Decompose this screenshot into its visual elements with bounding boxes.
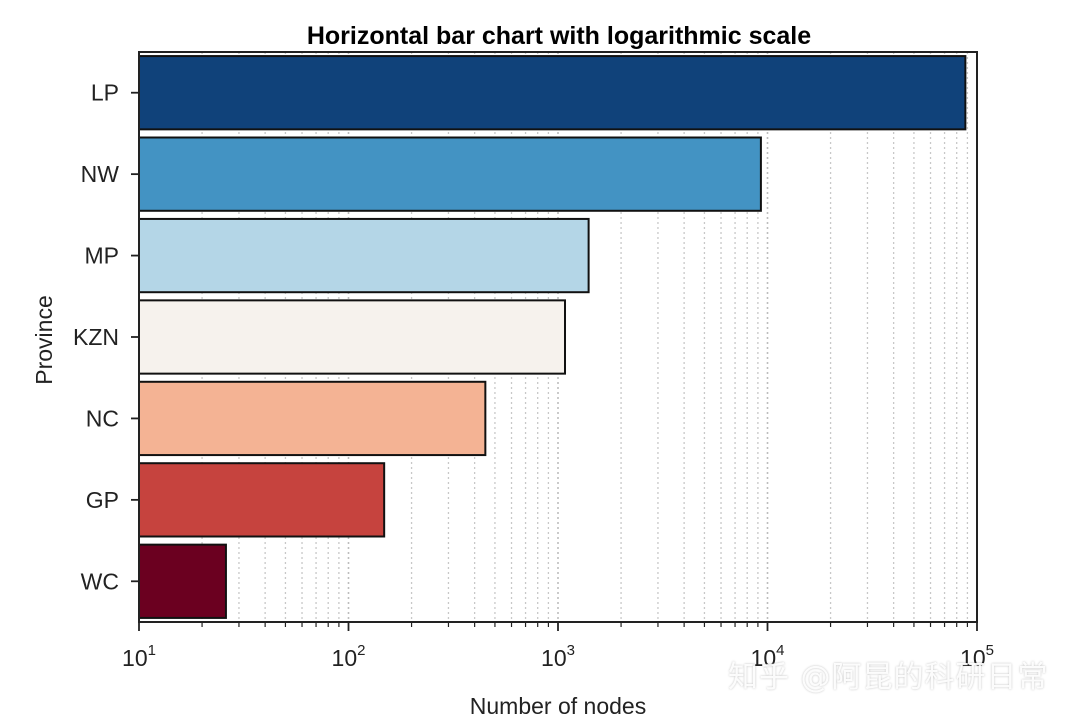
y-axis: LP NW MP KZN NC GP WC (73, 80, 139, 594)
x-tick-label: 102 (332, 642, 366, 671)
bar-nc (138, 380, 487, 457)
y-axis-label: Province (31, 295, 57, 384)
bar-kzn (138, 299, 567, 375)
y-tick-label-nw: NW (81, 161, 120, 187)
bar-wc (138, 543, 227, 619)
x-tick-label: 104 (751, 642, 785, 671)
x-axis: 101 102 103 104 105 (122, 622, 994, 671)
y-tick-label-wc: WC (81, 568, 119, 594)
y-tick-label-mp: MP (85, 243, 120, 269)
x-tick-label: 101 (122, 642, 156, 671)
y-tick-label-kzn: KZN (73, 324, 119, 350)
watermark-text: 知乎 @阿昆的科研日常 (728, 660, 1049, 695)
bar-gp (138, 462, 386, 538)
y-tick-label-lp: LP (91, 80, 119, 106)
x-tick-label: 105 (960, 642, 994, 671)
bars (138, 55, 967, 619)
bar-nw (138, 136, 762, 212)
chart-title: Horizontal bar chart with logarithmic sc… (307, 22, 811, 50)
x-tick-label: 103 (541, 642, 575, 671)
bar-mp (138, 217, 590, 294)
y-tick-label-nc: NC (86, 405, 119, 431)
y-tick-label-gp: GP (86, 487, 119, 513)
x-axis-label: Number of nodes (470, 693, 646, 719)
bar-lp (138, 55, 967, 131)
